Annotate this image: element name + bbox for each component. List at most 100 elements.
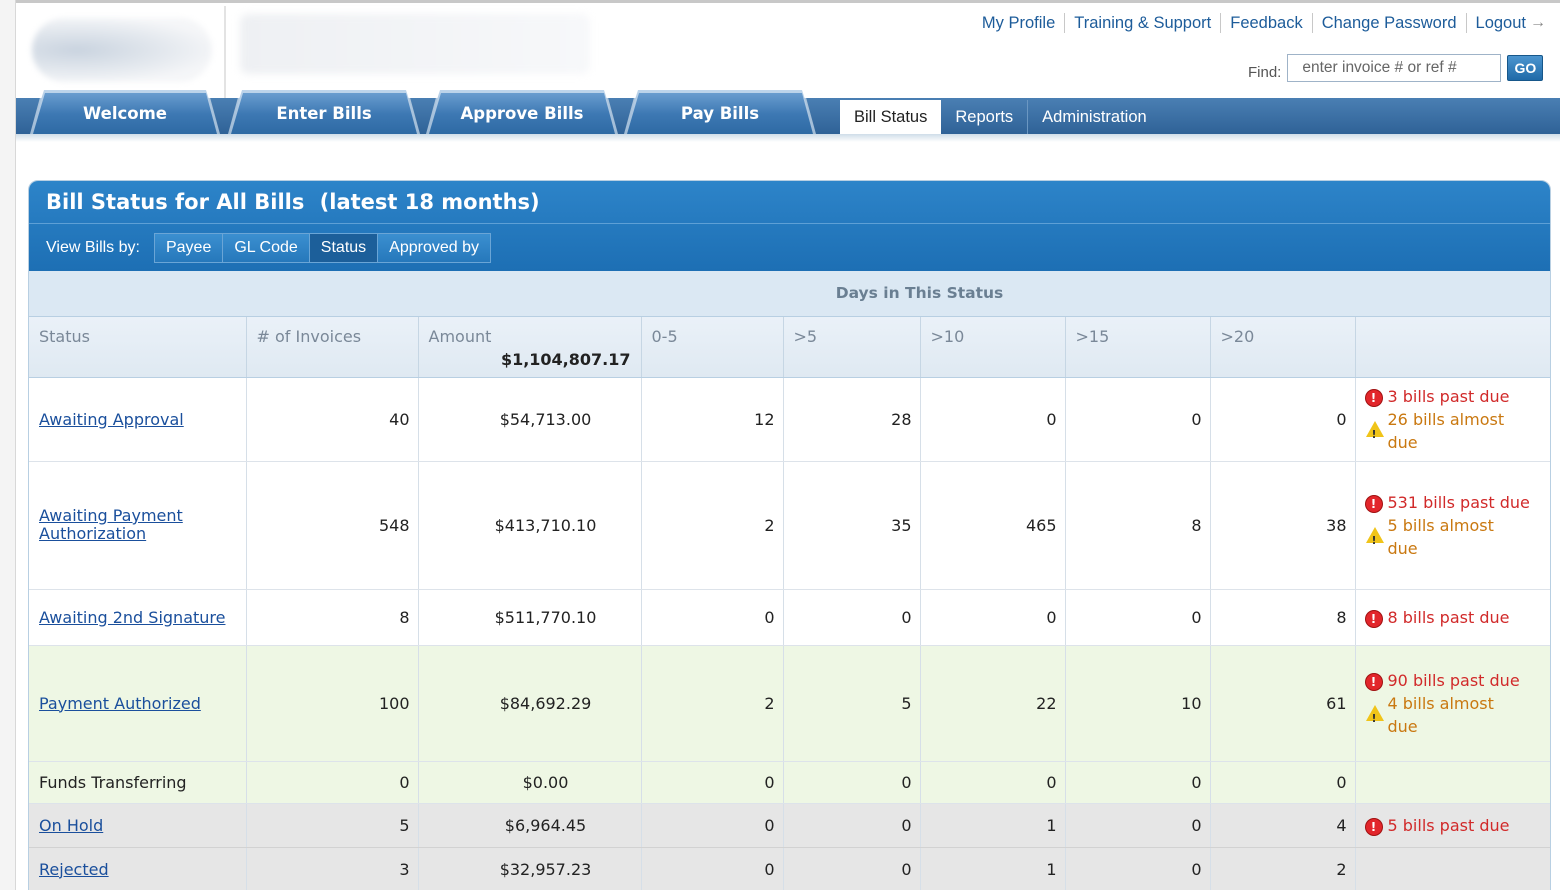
col-gt20[interactable]: >20 (1210, 317, 1356, 378)
col-amount[interactable]: Amount $1,104,807.17 (418, 317, 642, 378)
window-left-edge (0, 0, 16, 890)
days-gt15-cell: 8 (1065, 461, 1211, 590)
invoices-cell: 5 (246, 803, 419, 848)
amount-cell: $84,692.29 (418, 645, 642, 762)
amount-cell: $511,770.10 (418, 589, 642, 646)
status-cell: Funds Transferring (29, 761, 247, 804)
total-amount: $1,104,807.17 (500, 350, 631, 369)
view-by-status[interactable]: Status (309, 234, 379, 262)
alerts-cell (1355, 761, 1550, 804)
status-link[interactable]: Payment Authorized (39, 693, 201, 713)
col-0-5[interactable]: 0-5 (641, 317, 784, 378)
my-profile-link[interactable]: My Profile (973, 13, 1066, 33)
invoices-cell: 548 (246, 461, 419, 590)
days-gt10-cell: 0 (920, 589, 1066, 646)
past-due-text: 5 bills past due (1387, 815, 1510, 835)
days-0-5-cell: 0 (641, 803, 784, 848)
days-0-5-cell: 12 (641, 377, 784, 462)
tab-welcome-label: Welcome (83, 104, 167, 123)
past-due-alert: ! 5 bills past due (1365, 814, 1545, 837)
find-input[interactable] (1287, 54, 1502, 82)
view-by-gl-code[interactable]: GL Code (223, 234, 310, 262)
almost-due-alert: 26 bills almost due (1365, 408, 1545, 454)
days-gt5-cell: 0 (783, 761, 921, 804)
view-by-payee[interactable]: Payee (154, 234, 224, 262)
warning-triangle-icon (1365, 705, 1384, 730)
past-due-text: 3 bills past due (1387, 386, 1510, 406)
nav-shadow (16, 134, 1560, 142)
days-gt20-cell: 0 (1210, 761, 1356, 804)
past-due-text: 531 bills past due (1387, 492, 1530, 512)
panel-header-divider (29, 223, 1550, 224)
error-circle-icon: ! (1365, 818, 1382, 835)
col-gt10[interactable]: >10 (920, 317, 1066, 378)
almost-due-text: 26 bills almost due (1387, 409, 1505, 452)
days-gt5-cell: 0 (783, 589, 921, 646)
table-row: Rejected 3 $32,957.23 0 0 1 0 2 (29, 847, 1550, 890)
col-gt15[interactable]: >15 (1065, 317, 1211, 378)
days-0-5-cell: 0 (641, 589, 784, 646)
view-by-label: View Bills by: (46, 239, 140, 256)
days-gt5-cell: 0 (783, 803, 921, 848)
warning-triangle-icon (1365, 421, 1384, 446)
status-cell: Payment Authorized (29, 645, 247, 762)
tab-pay-bills-label: Pay Bills (680, 104, 760, 123)
past-due-alert: ! 3 bills past due (1365, 385, 1545, 408)
error-circle-icon: ! (1365, 673, 1382, 690)
status-link[interactable]: Rejected (39, 859, 109, 879)
col-status[interactable]: Status (29, 317, 247, 378)
days-gt20-cell: 8 (1210, 589, 1356, 646)
status-cell: Awaiting Approval (29, 377, 247, 462)
invoices-cell: 100 (246, 645, 419, 762)
sub-nav: Bill Status Reports Administration (840, 100, 1161, 134)
tab-pay-bills[interactable]: Pay Bills (624, 90, 816, 134)
status-link[interactable]: On Hold (39, 815, 104, 835)
past-due-text: 90 bills past due (1387, 670, 1520, 690)
days-gt20-cell: 4 (1210, 803, 1356, 848)
alerts-cell: ! 5 bills past due (1355, 803, 1550, 848)
view-by-approved-by[interactable]: Approved by (378, 234, 490, 262)
feedback-link[interactable]: Feedback (1221, 13, 1313, 33)
invoices-cell: 0 (246, 761, 419, 804)
days-gt15-cell: 0 (1065, 803, 1211, 848)
tab-bill-status[interactable]: Bill Status (840, 100, 942, 134)
go-button[interactable]: GO (1507, 55, 1544, 81)
find-box: Find: GO (1248, 54, 1544, 82)
table-row: Awaiting Approval 40 $54,713.00 12 28 0 0 0! 3 b… (29, 377, 1550, 462)
change-password-link[interactable]: Change Password (1313, 13, 1467, 33)
training-support-link[interactable]: Training & Support (1065, 13, 1222, 33)
tab-reports[interactable]: Reports (941, 100, 1029, 134)
invoices-cell: 3 (246, 847, 419, 890)
status-cell: Awaiting Payment Authorization (29, 461, 247, 590)
panel-title: Bill Status for All Bills (latest 18 mon… (46, 190, 540, 214)
header-divider (224, 6, 226, 98)
status-text: Funds Transferring (39, 772, 187, 792)
alerts-cell (1355, 847, 1550, 890)
table-row: Awaiting 2nd Signature 8 $511,770.10 0 0 0 0 8!… (29, 589, 1550, 646)
arrow-right-icon[interactable]: → (1530, 14, 1546, 31)
invoices-cell: 40 (246, 377, 419, 462)
logout-link[interactable]: Logout (1475, 14, 1526, 32)
tab-administration[interactable]: Administration (1042, 108, 1147, 126)
panel-title-main: Bill Status for All Bills (46, 190, 305, 214)
days-gt10-cell: 1 (920, 803, 1066, 848)
days-gt20-cell: 38 (1210, 461, 1356, 590)
days-gt20-cell: 2 (1210, 847, 1356, 890)
tab-approve-bills[interactable]: Approve Bills (426, 90, 618, 134)
status-link[interactable]: Awaiting 2nd Signature (39, 607, 226, 627)
alerts-cell: ! 8 bills past due (1355, 589, 1550, 646)
window-top-edge (0, 0, 1560, 3)
status-link[interactable]: Awaiting Payment Authorization (39, 506, 183, 543)
days-0-5-cell: 2 (641, 461, 784, 590)
amount-cell: $54,713.00 (418, 377, 642, 462)
tab-welcome[interactable]: Welcome (30, 90, 220, 134)
tab-enter-bills[interactable]: Enter Bills (228, 90, 420, 134)
col-invoices[interactable]: # of Invoices (246, 317, 419, 378)
amount-cell: $32,957.23 (418, 847, 642, 890)
status-cell: Rejected (29, 847, 247, 890)
table-row: On Hold 5 $6,964.45 0 0 1 0 4! 5 bills past due (29, 803, 1550, 848)
warning-triangle-icon (1365, 527, 1384, 552)
col-gt5[interactable]: >5 (783, 317, 921, 378)
status-link[interactable]: Awaiting Approval (39, 409, 184, 429)
days-0-5-cell: 2 (641, 645, 784, 762)
